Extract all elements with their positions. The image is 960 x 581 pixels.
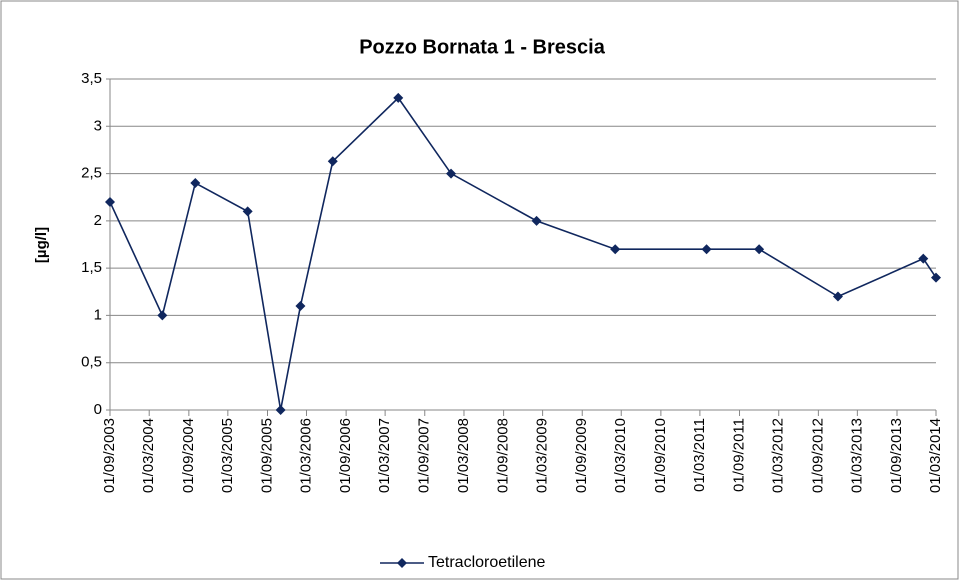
data-point (105, 196, 115, 207)
x-tick-label: 01/09/2012 (809, 418, 826, 493)
data-point (157, 310, 168, 321)
y-tick-label: 2,5 (81, 165, 102, 182)
x-tick-label: 01/03/2008 (455, 418, 472, 493)
data-point (531, 215, 542, 226)
x-tick-label: 01/03/2005 (219, 418, 236, 493)
x-tick-label: 01/03/2012 (770, 418, 787, 493)
data-point (931, 272, 941, 283)
data-point (393, 92, 404, 103)
x-tick-label: 01/09/2011 (730, 418, 747, 492)
data-point (918, 253, 929, 264)
x-tick-label: 01/09/2006 (337, 418, 354, 493)
legend-marker (397, 558, 407, 568)
data-point (190, 178, 201, 189)
x-tick-label: 01/09/2013 (888, 418, 905, 493)
y-axis-label: [µg/l] (33, 227, 50, 263)
y-tick-label: 3 (94, 117, 102, 134)
x-tick-label: 01/03/2013 (848, 418, 865, 493)
x-tick-label: 01/09/2010 (652, 418, 669, 493)
y-tick-label: 0,5 (81, 354, 102, 371)
x-tick-label: 01/03/2014 (927, 418, 944, 493)
x-tick-label: 01/09/2007 (416, 418, 433, 493)
y-tick-label: 1,5 (81, 259, 102, 276)
data-line (109, 96, 937, 411)
x-tick-label: 01/03/2009 (534, 418, 551, 493)
x-tick-label: 01/03/2007 (376, 418, 393, 493)
data-point (327, 156, 338, 167)
chart-title: Pozzo Bornata 1 - Brescia (359, 36, 606, 58)
y-tick-label: 3,5 (81, 70, 102, 87)
x-tick-label: 01/03/2011 (691, 418, 708, 492)
x-tick-label: 01/09/2005 (258, 418, 275, 493)
x-tick-label: 01/09/2004 (180, 418, 197, 493)
data-point (295, 300, 306, 311)
x-tick-label: 01/03/2004 (140, 418, 157, 493)
x-tick-label: 01/03/2010 (612, 418, 629, 493)
data-point (275, 405, 286, 415)
data-point (446, 168, 457, 179)
x-tick-label: 01/09/2009 (573, 418, 590, 493)
x-tick-label: 01/03/2006 (297, 418, 314, 493)
y-tick-label: 1 (94, 306, 102, 323)
data-point (701, 244, 712, 255)
x-tick-label: 01/09/2003 (101, 418, 118, 493)
data-point (754, 244, 765, 255)
data-point (610, 244, 621, 255)
y-tick-label: 2 (94, 212, 102, 229)
data-point (832, 291, 843, 302)
x-tick-label: 01/09/2008 (495, 418, 512, 493)
y-tick-label: 0 (94, 401, 102, 418)
legend-label: Tetracloroetilene (428, 554, 546, 571)
data-point (242, 206, 253, 217)
